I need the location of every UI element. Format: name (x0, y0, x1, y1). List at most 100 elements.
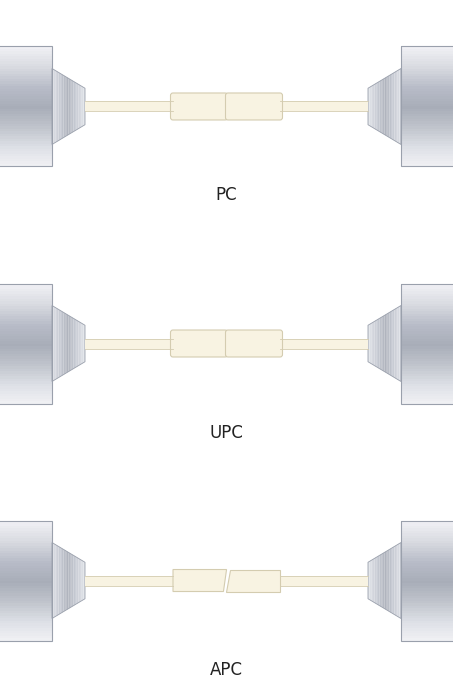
Bar (401, 530, 453, 534)
Bar (0, 134, 52, 137)
Polygon shape (398, 543, 400, 618)
Bar (0, 339, 52, 341)
Bar (0, 114, 52, 117)
Polygon shape (55, 71, 57, 142)
Bar (401, 628, 453, 631)
Bar (0, 293, 52, 297)
Bar (401, 558, 453, 561)
Polygon shape (370, 324, 371, 363)
Bar (401, 398, 453, 401)
Bar (401, 626, 453, 629)
FancyBboxPatch shape (170, 93, 227, 120)
Bar (401, 99, 453, 102)
Bar (401, 89, 453, 92)
Bar (401, 591, 453, 594)
Bar (401, 284, 453, 403)
Polygon shape (380, 554, 381, 607)
Polygon shape (388, 76, 390, 137)
Bar (401, 142, 453, 144)
Bar (401, 134, 453, 137)
Bar (401, 523, 453, 526)
Bar (401, 74, 453, 77)
Bar (280, 576, 368, 585)
Polygon shape (68, 552, 70, 609)
Bar (401, 319, 453, 322)
Bar (401, 109, 453, 112)
Polygon shape (373, 85, 375, 128)
Polygon shape (55, 545, 57, 616)
Bar (0, 398, 52, 401)
Bar (0, 633, 52, 636)
Text: PC: PC (216, 186, 237, 205)
Bar (401, 304, 453, 306)
Bar (401, 284, 453, 286)
Polygon shape (67, 315, 68, 372)
Bar (0, 321, 52, 324)
Polygon shape (378, 81, 380, 132)
Bar (401, 561, 453, 563)
Bar (0, 137, 52, 139)
Polygon shape (62, 74, 63, 139)
Polygon shape (62, 311, 63, 376)
Bar (0, 122, 52, 124)
Polygon shape (396, 308, 398, 379)
Bar (0, 139, 52, 142)
Polygon shape (393, 72, 395, 141)
Polygon shape (376, 319, 378, 368)
Bar (0, 328, 52, 332)
Bar (401, 126, 453, 129)
Bar (401, 535, 453, 539)
Polygon shape (75, 556, 77, 605)
Bar (401, 76, 453, 80)
Bar (401, 383, 453, 387)
Text: APC: APC (210, 660, 243, 679)
Bar (401, 164, 453, 167)
Polygon shape (68, 78, 70, 135)
Bar (0, 593, 52, 596)
Bar (401, 585, 453, 589)
Bar (0, 159, 52, 162)
Polygon shape (380, 317, 381, 370)
Bar (401, 633, 453, 636)
Bar (401, 616, 453, 618)
Bar (401, 573, 453, 576)
Polygon shape (395, 71, 396, 142)
Bar (280, 339, 368, 348)
Bar (401, 96, 453, 100)
Polygon shape (173, 570, 226, 592)
Bar (0, 556, 52, 559)
Bar (401, 149, 453, 152)
Bar (401, 79, 453, 82)
Bar (0, 76, 52, 80)
Polygon shape (62, 548, 63, 613)
Bar (401, 82, 453, 85)
Bar (401, 553, 453, 556)
Bar (401, 119, 453, 122)
Bar (401, 603, 453, 606)
Bar (0, 64, 52, 67)
Polygon shape (67, 78, 68, 135)
Bar (0, 368, 52, 372)
Bar (401, 122, 453, 124)
Bar (0, 354, 52, 357)
Bar (0, 626, 52, 629)
Bar (401, 565, 453, 569)
Polygon shape (393, 546, 395, 615)
Bar (401, 102, 453, 104)
Bar (0, 391, 52, 394)
Polygon shape (386, 76, 388, 137)
Polygon shape (388, 550, 390, 611)
Bar (0, 565, 52, 569)
Polygon shape (381, 317, 383, 370)
Bar (401, 526, 453, 528)
Polygon shape (75, 82, 77, 131)
Bar (401, 67, 453, 69)
Polygon shape (391, 548, 393, 613)
Polygon shape (378, 318, 380, 369)
Bar (0, 591, 52, 594)
Bar (401, 71, 453, 74)
Bar (0, 161, 52, 164)
Bar (0, 99, 52, 102)
Polygon shape (77, 83, 78, 130)
Bar (0, 616, 52, 618)
